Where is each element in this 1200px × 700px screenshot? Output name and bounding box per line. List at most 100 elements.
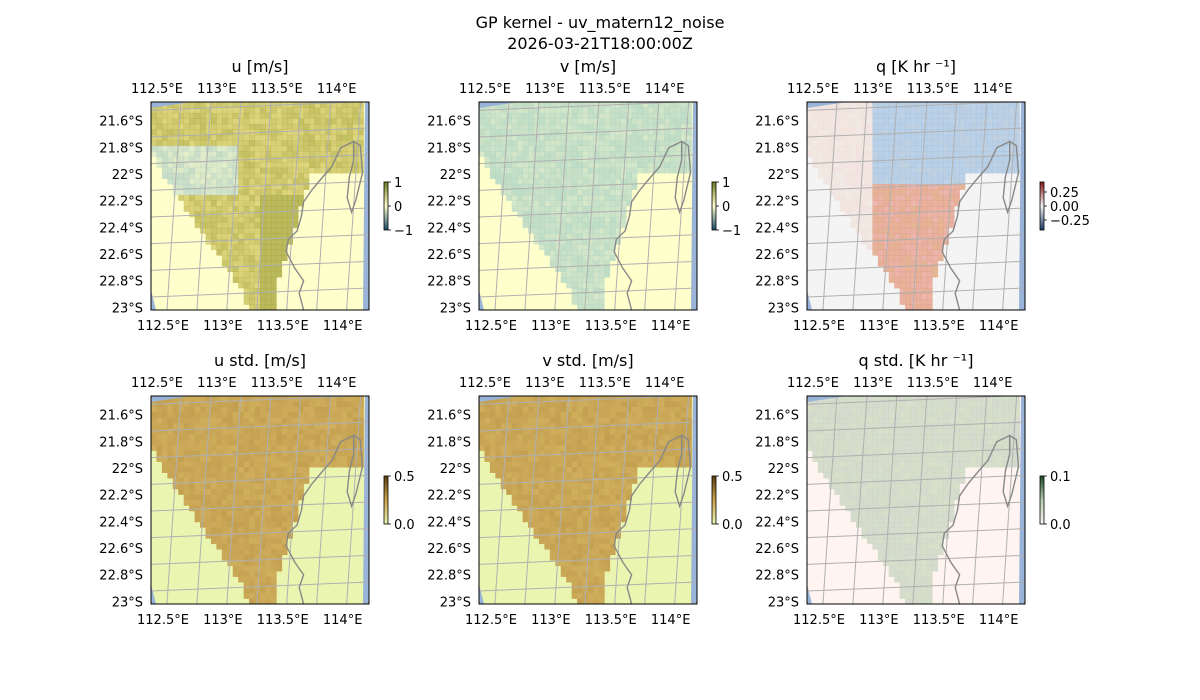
heat-cell: [347, 417, 353, 424]
heat-cell: [986, 401, 993, 408]
heat-cell: [511, 118, 518, 125]
heat-cell: [582, 434, 589, 441]
heat-cell: [604, 195, 611, 201]
heat-cell: [281, 112, 288, 119]
heat-cell: [172, 167, 179, 174]
heat-cell: [566, 277, 572, 283]
heat-cell: [850, 134, 857, 141]
heat-cell: [178, 428, 184, 435]
heat-cell: [577, 549, 583, 556]
heat-cell: [517, 112, 523, 119]
heat-cell: [916, 200, 922, 207]
heat-cell: [609, 112, 616, 119]
heat-cell: [544, 233, 551, 240]
heat-cell: [615, 450, 621, 457]
heat-cell: [888, 134, 895, 141]
heat-cell: [588, 145, 594, 152]
heat-cell: [834, 428, 840, 435]
heat-cell: [981, 412, 988, 419]
heat-cell: [877, 167, 884, 174]
heat-cell: [997, 123, 1004, 130]
heat-cell: [571, 483, 578, 490]
heat-cell: [210, 434, 217, 441]
heat-cell: [582, 249, 589, 256]
heat-cell: [500, 396, 507, 402]
heat-cell: [839, 189, 846, 196]
heat-cell: [260, 206, 266, 212]
heat-cell: [866, 134, 873, 141]
heat-cell: [560, 227, 567, 234]
heat-cell: [582, 576, 589, 583]
heat-cell: [1014, 406, 1020, 413]
heat-cell: [500, 151, 507, 158]
x-tick-label-bottom: 114°E: [323, 319, 363, 334]
heat-cell: [577, 102, 583, 108]
heat-cell: [347, 450, 353, 457]
heat-cell: [178, 173, 184, 179]
heat-cell: [544, 134, 551, 141]
heat-cell: [227, 189, 234, 196]
heat-cell: [243, 576, 250, 583]
heat-cell: [823, 134, 830, 141]
heat-cell: [970, 123, 977, 130]
heat-cell: [937, 200, 944, 207]
heat-cell: [538, 123, 545, 130]
heat-cell: [254, 521, 261, 528]
heat-cell: [916, 189, 922, 196]
heat-cell: [336, 123, 343, 130]
heat-cell: [899, 277, 906, 283]
heat-cell: [615, 527, 621, 534]
heat-cell: [948, 189, 955, 196]
heat-cell: [210, 244, 217, 251]
heat-cell: [205, 489, 212, 495]
heat-cell: [647, 123, 654, 130]
heat-cell: [828, 140, 835, 147]
heat-cell: [609, 129, 616, 136]
heat-cell: [861, 184, 868, 190]
heat-cell: [555, 516, 562, 523]
heat-cell: [276, 478, 283, 484]
heat-cell: [325, 123, 332, 130]
heat-cell: [948, 129, 955, 136]
parallel-line: [479, 474, 697, 485]
heat-cell: [593, 396, 600, 402]
heat-cell: [232, 222, 239, 229]
heat-cell: [489, 428, 496, 435]
heat-cell: [582, 288, 589, 294]
heat-cell: [167, 107, 174, 114]
heat-cell: [921, 222, 928, 229]
colorbar-bar: [711, 181, 717, 231]
heat-cell: [555, 412, 562, 419]
heat-cell: [905, 211, 911, 218]
heat-cell: [287, 450, 293, 457]
heat-cell: [588, 206, 594, 212]
heat-cell: [276, 206, 283, 212]
heat-cell: [577, 593, 583, 599]
heat-cell: [845, 178, 851, 185]
heat-cell: [205, 445, 212, 452]
heat-cell: [227, 140, 234, 147]
heat-cell: [555, 489, 562, 495]
heat-cell: [270, 483, 277, 490]
heat-cell: [265, 412, 272, 419]
heat-cell: [270, 401, 277, 408]
heat-cell: [314, 428, 321, 435]
heat-cell: [506, 417, 512, 424]
heat-cell: [254, 554, 261, 561]
heat-cell: [604, 255, 611, 262]
heat-cell: [817, 140, 824, 147]
heat-cell: [943, 145, 949, 152]
heat-cell: [1014, 123, 1020, 130]
heat-cell: [260, 582, 266, 588]
heat-cell: [265, 532, 272, 539]
heat-cell: [593, 145, 600, 152]
heat-cell: [823, 178, 830, 185]
heat-cell: [588, 560, 594, 566]
heat-cell: [276, 211, 283, 218]
heat-cell: [647, 450, 654, 457]
meridian-line: [972, 102, 988, 310]
heat-cell: [555, 216, 562, 223]
heat-cell: [609, 489, 616, 495]
heat-cell: [265, 107, 272, 114]
map-area: [151, 396, 369, 604]
